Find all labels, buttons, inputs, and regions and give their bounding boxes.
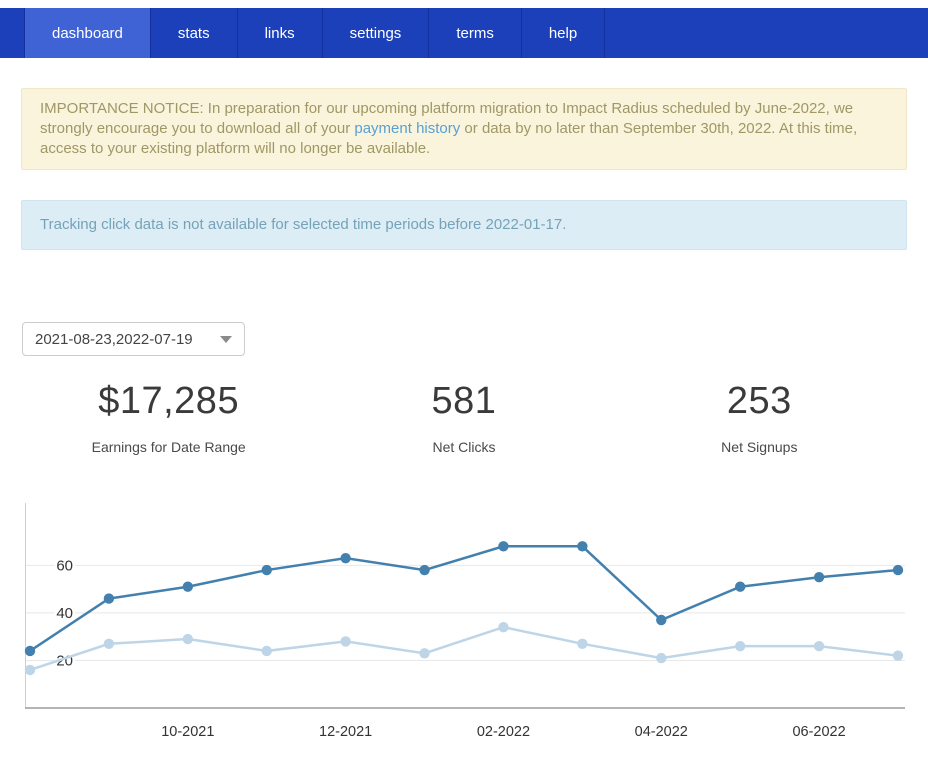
net-clicks-value: 581 <box>316 380 611 423</box>
payment-history-link[interactable]: payment history <box>354 120 460 137</box>
svg-text:10-2021: 10-2021 <box>161 724 214 740</box>
chevron-down-icon <box>220 336 232 343</box>
earnings-label: Earnings for Date Range <box>21 439 316 455</box>
top-nav: dashboard stats links settings terms hel… <box>0 8 928 58</box>
stat-net-signups: 253 Net Signups <box>612 380 907 455</box>
performance-chart: 20406010-202112-202102-202204-202206-202… <box>25 503 928 748</box>
tracking-notice-banner: Tracking click data is not available for… <box>21 200 907 250</box>
tab-stats[interactable]: stats <box>151 8 238 58</box>
tab-dashboard[interactable]: dashboard <box>24 8 151 58</box>
tracking-notice-text: Tracking click data is not available for… <box>40 216 566 233</box>
tab-terms[interactable]: terms <box>429 8 522 58</box>
svg-text:06-2022: 06-2022 <box>792 724 845 740</box>
date-range-dropdown[interactable]: 2021-08-23,2022-07-19 <box>22 322 245 356</box>
tab-settings[interactable]: settings <box>323 8 430 58</box>
stat-earnings: $17,285 Earnings for Date Range <box>21 380 316 455</box>
net-clicks-label: Net Clicks <box>316 439 611 455</box>
svg-text:12-2021: 12-2021 <box>319 724 372 740</box>
svg-text:40: 40 <box>56 605 73 622</box>
stat-net-clicks: 581 Net Clicks <box>316 380 611 455</box>
net-signups-label: Net Signups <box>612 439 907 455</box>
tab-links[interactable]: links <box>238 8 323 58</box>
earnings-value: $17,285 <box>21 380 316 423</box>
date-range-value: 2021-08-23,2022-07-19 <box>35 331 212 348</box>
tab-help[interactable]: help <box>522 8 605 58</box>
svg-text:60: 60 <box>56 557 73 574</box>
stats-row: $17,285 Earnings for Date Range 581 Net … <box>21 380 907 455</box>
svg-text:02-2022: 02-2022 <box>477 724 530 740</box>
svg-text:04-2022: 04-2022 <box>635 724 688 740</box>
line-chart-canvas: 20406010-202112-202102-202204-202206-202… <box>25 503 905 748</box>
importance-notice-banner: IMPORTANCE NOTICE: In preparation for ou… <box>21 88 907 170</box>
net-signups-value: 253 <box>612 380 907 423</box>
